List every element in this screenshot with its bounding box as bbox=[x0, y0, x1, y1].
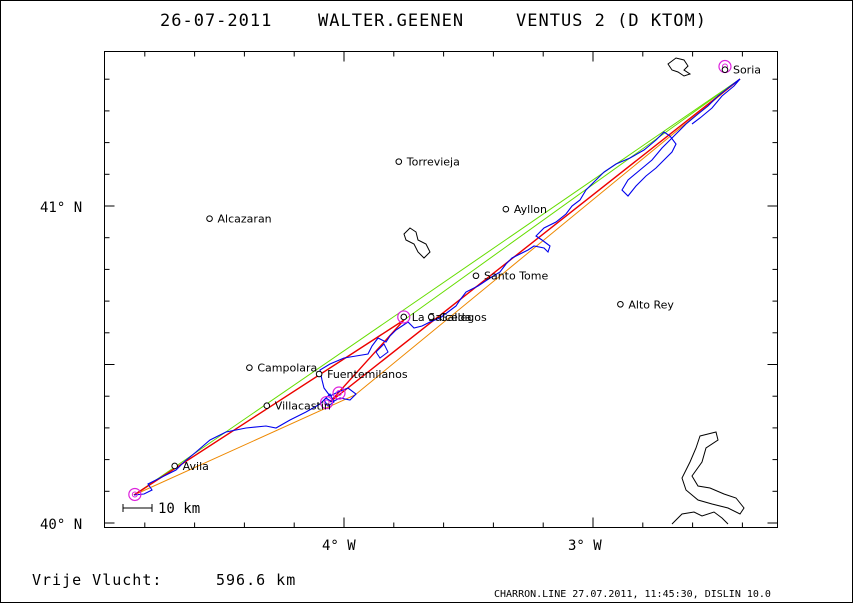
town-marker bbox=[472, 272, 480, 280]
town-label: La Salceda bbox=[412, 311, 472, 324]
title-glider: VENTUS 2 (D KTOM) bbox=[516, 11, 707, 31]
lake-outline-ne bbox=[667, 57, 692, 77]
reservoir-outline-se bbox=[681, 431, 745, 515]
town-marker bbox=[721, 66, 729, 73]
town-marker bbox=[206, 215, 213, 222]
lat-label-40: 40° N bbox=[40, 517, 82, 533]
town-label: Gallegos bbox=[439, 311, 487, 324]
town-label: Alto Rey bbox=[628, 298, 674, 311]
town-marker bbox=[171, 462, 178, 470]
town-marker bbox=[246, 364, 253, 371]
optimized-free-distance-line bbox=[133, 78, 741, 496]
scale-bar-label: 10 km bbox=[158, 501, 200, 517]
town-label: Fuentemilanos bbox=[327, 368, 408, 381]
town-label: Santo Tome bbox=[484, 270, 549, 283]
distance-value: 596.6 km bbox=[216, 571, 296, 589]
town-label: Villacastin bbox=[275, 400, 331, 413]
title-pilot: WALTER.GEENEN bbox=[318, 11, 464, 31]
lon-label-4w: 4° W bbox=[322, 538, 356, 554]
turnpoint-circle bbox=[332, 386, 346, 400]
thermal-circle-track-2 bbox=[375, 343, 389, 359]
map-frame bbox=[104, 51, 778, 528]
town-marker bbox=[315, 370, 323, 378]
town-label: Campolara bbox=[257, 362, 317, 375]
town-label: Torrevieja bbox=[406, 156, 460, 169]
towns: Torrevieja Alcazaran Ayllon Santo Tome Alto … bbox=[171, 64, 761, 473]
lon-label-3w: 3° W bbox=[568, 538, 602, 554]
town-label: Ayllon bbox=[514, 203, 547, 216]
turnpoint-circle bbox=[128, 487, 142, 502]
turnpoint-circle bbox=[397, 310, 411, 324]
turnpoint-center bbox=[131, 491, 138, 498]
town-label: Soria bbox=[733, 64, 761, 77]
axis-ticks bbox=[104, 51, 778, 528]
town-marker bbox=[263, 402, 271, 410]
scale-bar: 10 km bbox=[122, 501, 200, 517]
turnpoints bbox=[128, 59, 732, 502]
town-marker bbox=[400, 313, 408, 321]
flight-track bbox=[133, 78, 741, 496]
reservoir-outline-center bbox=[403, 227, 431, 259]
town-marker bbox=[427, 313, 435, 321]
town-marker bbox=[395, 158, 403, 165]
town-label: Alcazaran bbox=[218, 213, 272, 226]
turnpoint-circle bbox=[319, 395, 334, 410]
town-marker bbox=[502, 205, 510, 213]
software-stamp: CHARRON.LINE 27.07.2011, 11:45:30, DISLI… bbox=[494, 589, 771, 600]
town-label: Avila bbox=[183, 460, 209, 473]
title-date: 26-07-2011 bbox=[160, 11, 272, 31]
thermal-circle-track bbox=[323, 393, 335, 407]
reservoir-outline-south bbox=[671, 511, 729, 525]
turnpoint-center bbox=[323, 399, 330, 406]
lat-label-41: 41° N bbox=[40, 200, 82, 216]
distance-label: Vrije Vlucht: bbox=[32, 571, 162, 589]
town-marker bbox=[617, 300, 624, 308]
turnpoint-center bbox=[336, 390, 343, 397]
